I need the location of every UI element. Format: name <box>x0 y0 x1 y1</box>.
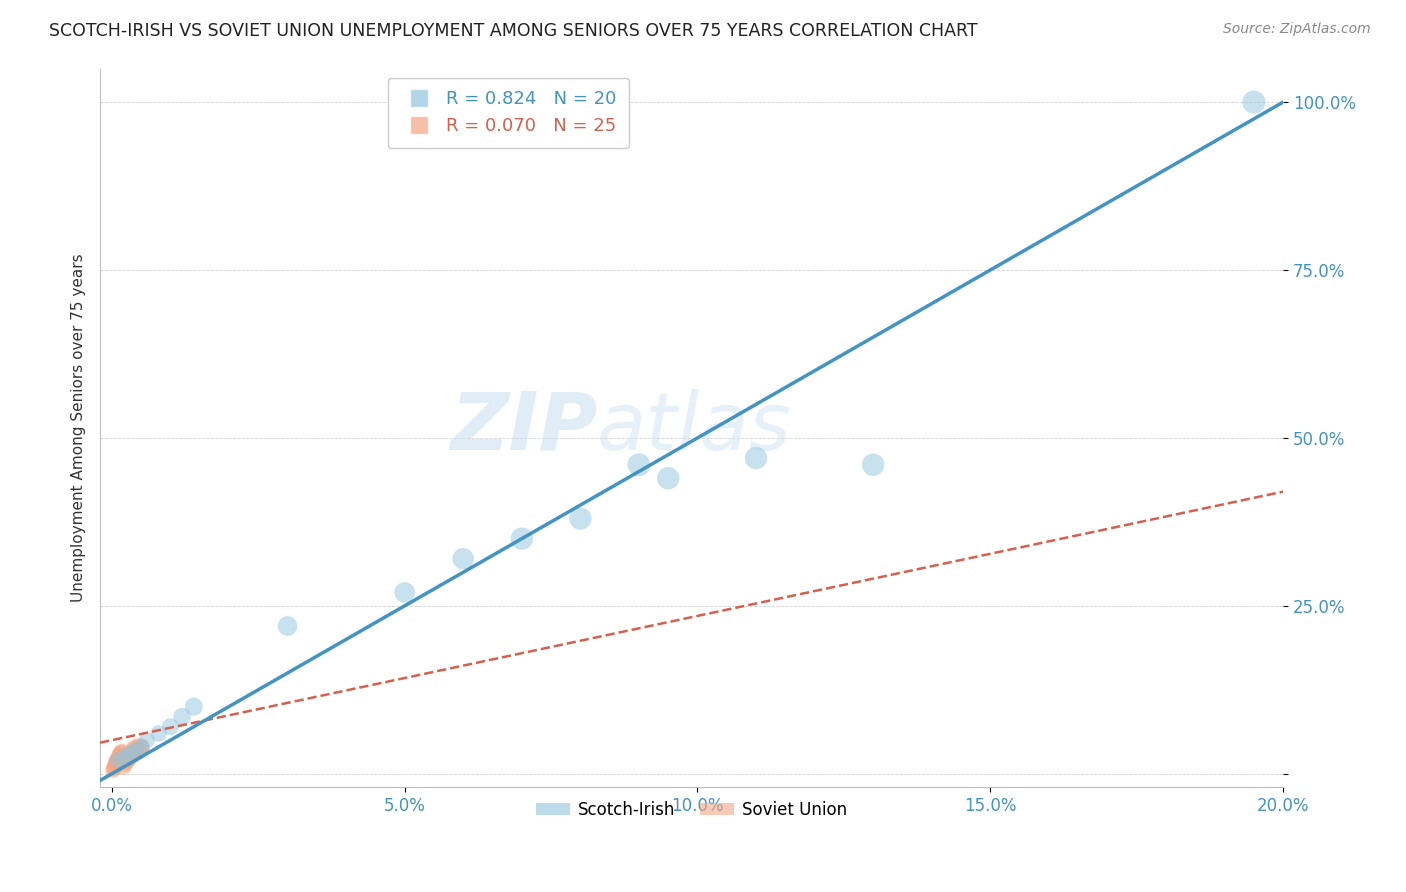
Point <box>115 755 138 769</box>
Point <box>121 747 143 762</box>
Point <box>129 741 152 756</box>
Point <box>862 458 884 472</box>
Point <box>451 551 474 566</box>
Point <box>127 743 149 757</box>
Point <box>107 753 129 767</box>
Point <box>745 451 768 466</box>
Text: ZIP: ZIP <box>450 389 598 467</box>
Point <box>148 726 170 740</box>
Point <box>111 745 134 759</box>
Point <box>103 761 125 775</box>
Point <box>105 755 128 769</box>
Point <box>657 471 679 485</box>
Point <box>183 699 205 714</box>
Point <box>104 756 127 771</box>
Point <box>136 733 159 747</box>
Point <box>110 747 132 762</box>
Point <box>129 739 152 754</box>
Point <box>114 756 136 771</box>
Point <box>125 745 148 759</box>
Point <box>118 750 141 764</box>
Point <box>124 741 146 756</box>
Point <box>112 750 135 764</box>
Point <box>627 458 650 472</box>
Point <box>510 532 533 546</box>
Point <box>108 750 131 764</box>
Point <box>122 743 145 757</box>
Point <box>117 752 139 766</box>
Point <box>118 747 141 761</box>
Text: SCOTCH-IRISH VS SOVIET UNION UNEMPLOYMENT AMONG SENIORS OVER 75 YEARS CORRELATIO: SCOTCH-IRISH VS SOVIET UNION UNEMPLOYMEN… <box>49 22 977 40</box>
Point <box>172 709 194 723</box>
Point <box>110 747 132 761</box>
Point <box>112 760 135 774</box>
Y-axis label: Unemployment Among Seniors over 75 years: Unemployment Among Seniors over 75 years <box>72 253 86 602</box>
Point <box>108 752 131 766</box>
Text: Source: ZipAtlas.com: Source: ZipAtlas.com <box>1223 22 1371 37</box>
Point <box>159 720 181 734</box>
Point <box>394 585 416 599</box>
Point <box>107 753 129 767</box>
Point <box>1243 95 1265 109</box>
Point <box>104 758 127 772</box>
Legend: Scotch-Irish, Soviet Union: Scotch-Irish, Soviet Union <box>530 794 853 826</box>
Point <box>101 764 124 778</box>
Point <box>124 743 146 757</box>
Point <box>120 747 142 761</box>
Point <box>277 619 299 633</box>
Point <box>104 760 127 774</box>
Point <box>129 739 152 754</box>
Point <box>569 511 592 525</box>
Text: atlas: atlas <box>598 389 792 467</box>
